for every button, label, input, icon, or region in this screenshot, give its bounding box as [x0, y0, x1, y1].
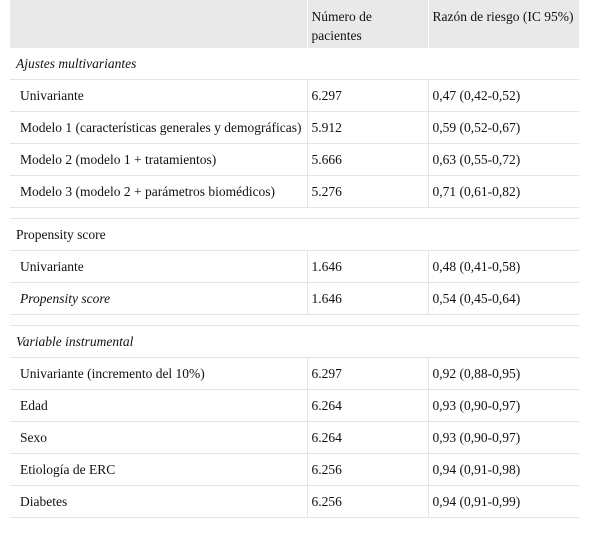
row-label: Modelo 3 (modelo 2 + parámetros biomédic…	[10, 175, 307, 208]
row-hazard-ratio: 0,48 (0,41-0,58)	[427, 250, 579, 283]
section-header-multivariate: Ajustes multivariantes	[10, 48, 579, 80]
header-hazard-ratio: Razón de riesgo (IC 95%)	[427, 0, 579, 48]
row-label: Modelo 1 (características generales y de…	[10, 111, 307, 144]
row-label: Edad	[10, 389, 307, 422]
row-hazard-ratio: 0,59 (0,52-0,67)	[427, 111, 579, 144]
row-patients: 6.297	[306, 357, 428, 390]
row-patients: 6.256	[306, 485, 428, 518]
row-label: Diabetes	[10, 485, 307, 518]
row-hazard-ratio: 0,93 (0,90-0,97)	[427, 421, 579, 454]
section-spacer	[10, 207, 579, 219]
row-label: Etiología de ERC	[10, 453, 307, 486]
row-patients: 1.646	[306, 250, 428, 283]
header-empty	[10, 0, 307, 48]
row-label: Modelo 2 (modelo 1 + tratamientos)	[10, 143, 307, 176]
row-hazard-ratio: 0,63 (0,55-0,72)	[427, 143, 579, 176]
row-label: Propensity score	[10, 282, 307, 315]
row-patients: 5.666	[306, 143, 428, 176]
header-patients: Número de pacientes	[306, 0, 428, 48]
section-title: Propensity score	[10, 218, 579, 251]
section-title: Ajustes multivariantes	[10, 48, 579, 80]
row-hazard-ratio: 0,71 (0,61-0,82)	[427, 175, 579, 208]
row-label: Univariante	[10, 250, 307, 283]
row-hazard-ratio: 0,94 (0,91-0,98)	[427, 453, 579, 486]
row-hazard-ratio: 0,93 (0,90-0,97)	[427, 389, 579, 422]
table-row: Modelo 2 (modelo 1 + tratamientos) 5.666…	[10, 143, 579, 176]
row-hazard-ratio: 0,47 (0,42-0,52)	[427, 79, 579, 112]
table-row: Propensity score 1.646 0,54 (0,45-0,64)	[10, 282, 579, 315]
row-hazard-ratio: 0,54 (0,45-0,64)	[427, 282, 579, 315]
row-hazard-ratio: 0,92 (0,88-0,95)	[427, 357, 579, 390]
table-row: Univariante 6.297 0,47 (0,42-0,52)	[10, 79, 579, 112]
results-table: Número de pacientes Razón de riesgo (IC …	[10, 0, 579, 518]
row-patients: 6.256	[306, 453, 428, 486]
row-patients: 5.912	[306, 111, 428, 144]
row-patients: 6.264	[306, 421, 428, 454]
section-header-propensity: Propensity score	[10, 218, 579, 251]
row-patients: 6.264	[306, 389, 428, 422]
header-row: Número de pacientes Razón de riesgo (IC …	[10, 0, 579, 48]
table-row: Univariante (incremento del 10%) 6.297 0…	[10, 357, 579, 390]
row-label: Sexo	[10, 421, 307, 454]
row-patients: 1.646	[306, 282, 428, 315]
table-row: Modelo 3 (modelo 2 + parámetros biomédic…	[10, 175, 579, 208]
section-spacer	[10, 314, 579, 326]
row-label: Univariante	[10, 79, 307, 112]
section-title: Variable instrumental	[10, 325, 579, 358]
row-label: Univariante (incremento del 10%)	[10, 357, 307, 390]
table-row: Univariante 1.646 0,48 (0,41-0,58)	[10, 250, 579, 283]
table-row: Modelo 1 (características generales y de…	[10, 111, 579, 144]
table-row: Sexo 6.264 0,93 (0,90-0,97)	[10, 421, 579, 454]
row-patients: 6.297	[306, 79, 428, 112]
table-row: Diabetes 6.256 0,94 (0,91-0,99)	[10, 485, 579, 518]
row-patients: 5.276	[306, 175, 428, 208]
row-hazard-ratio: 0,94 (0,91-0,99)	[427, 485, 579, 518]
table-row: Etiología de ERC 6.256 0,94 (0,91-0,98)	[10, 453, 579, 486]
table-row: Edad 6.264 0,93 (0,90-0,97)	[10, 389, 579, 422]
section-header-instrumental: Variable instrumental	[10, 325, 579, 358]
